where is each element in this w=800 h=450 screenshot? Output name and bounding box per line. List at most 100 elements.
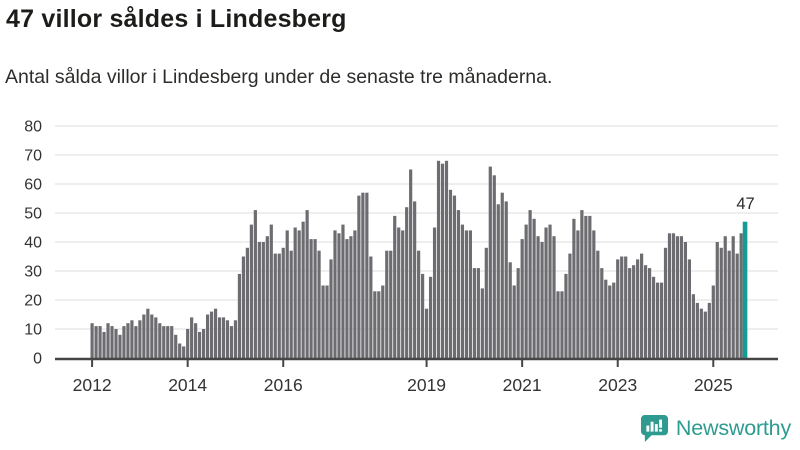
bar (444, 160, 449, 358)
bar (94, 326, 98, 358)
newsworthy-logo-text: Newsworthy (675, 416, 791, 440)
bar (723, 236, 727, 358)
bar (269, 224, 273, 358)
bar (428, 276, 433, 358)
bar (365, 192, 369, 358)
bar (257, 242, 261, 358)
bar (130, 320, 134, 358)
bar (337, 233, 341, 358)
bar (436, 160, 441, 358)
bar (643, 265, 648, 358)
bar (456, 210, 461, 358)
x-tick-label-2012: 2012 (73, 375, 112, 395)
bar (201, 329, 206, 358)
bar (616, 259, 620, 358)
bar (679, 236, 684, 358)
bar (540, 242, 544, 358)
bar (341, 224, 345, 358)
bar (245, 247, 249, 358)
highlight-bar (742, 221, 748, 358)
bar (484, 247, 488, 358)
bar (572, 218, 576, 358)
x-tick-label-2023: 2023 (598, 375, 637, 395)
bar (138, 320, 142, 358)
logo-exclamation-dot (659, 429, 662, 432)
y-tick-label-50: 50 (24, 206, 42, 223)
bar (711, 285, 715, 358)
bar (146, 308, 150, 358)
bar (110, 326, 114, 358)
bar (217, 317, 222, 358)
bar (647, 268, 652, 358)
highlight-value-label: 47 (736, 195, 754, 213)
bar (409, 169, 413, 358)
bar (440, 163, 445, 358)
bar (628, 268, 632, 358)
bar (640, 253, 644, 358)
bar (237, 273, 242, 358)
bar (480, 288, 484, 358)
bar (695, 302, 699, 358)
bar (154, 317, 158, 358)
bar (102, 331, 106, 358)
bar (624, 256, 628, 358)
bar (98, 326, 102, 358)
bar (508, 262, 512, 358)
speech-bubble-shape (640, 414, 668, 443)
bar (683, 242, 688, 358)
bar (544, 227, 548, 358)
logo-bar-1 (646, 425, 650, 432)
newsworthy-logo: Newsworthy (640, 414, 791, 443)
bar (707, 302, 711, 358)
bar (492, 175, 496, 358)
bar (381, 285, 385, 358)
bar (687, 259, 691, 358)
y-tick-label-10: 10 (24, 322, 42, 339)
bar (194, 323, 198, 358)
bar (305, 210, 309, 358)
bar (703, 311, 707, 358)
bar (389, 250, 393, 358)
x-tick-label-2016: 2016 (264, 375, 303, 395)
bar (651, 276, 656, 358)
bar (421, 273, 425, 358)
bar (496, 204, 500, 358)
bar (253, 210, 257, 358)
chart-subtitle: Antal sålda villor i Lindesberg under de… (5, 66, 553, 88)
bar (691, 294, 695, 358)
bar (122, 326, 126, 358)
bar (90, 323, 94, 358)
bar (150, 314, 154, 358)
y-tick-label-20: 20 (24, 293, 42, 310)
bar (715, 242, 719, 358)
bar (321, 285, 325, 358)
bar (357, 195, 361, 358)
y-tick-label-60: 60 (24, 177, 42, 194)
bar (182, 346, 186, 358)
bar (417, 250, 421, 358)
bar (584, 215, 588, 358)
bar (377, 291, 381, 358)
newsworthy-logo-icon (640, 414, 668, 443)
bar (675, 236, 680, 358)
bar (592, 230, 596, 358)
bar (448, 189, 453, 358)
bar (735, 253, 739, 358)
y-tick-label-30: 30 (24, 264, 42, 281)
bar (476, 268, 480, 358)
bar (663, 247, 668, 358)
x-tick-label-2021: 2021 (503, 375, 542, 395)
bar (604, 279, 608, 358)
bar (552, 236, 556, 358)
bar (460, 224, 465, 358)
bar (361, 192, 365, 358)
bar (524, 224, 528, 358)
bar (667, 233, 672, 358)
bar (126, 323, 130, 358)
bar (580, 210, 584, 358)
y-tick-label-70: 70 (24, 148, 42, 165)
x-tick-label-2019: 2019 (407, 375, 446, 395)
bar (134, 326, 138, 358)
bar (464, 230, 469, 358)
